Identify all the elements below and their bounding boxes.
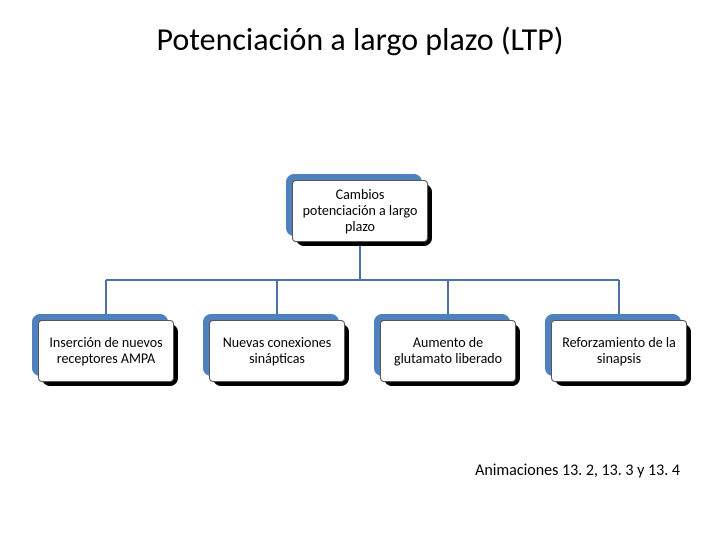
footer-note: Animaciones 13. 2, 13. 3 y 13. 4: [475, 461, 680, 480]
node-label: Nuevas conexiones sinápticas: [209, 320, 345, 382]
child-node-1: Nuevas conexiones sinápticas: [209, 320, 345, 382]
child-node-0: Inserción de nuevos receptores AMPA: [38, 320, 174, 382]
node-label: Inserción de nuevos receptores AMPA: [38, 320, 174, 382]
tree-connectors: [0, 0, 720, 540]
node-label: Reforzamiento de la sinapsis: [551, 320, 687, 382]
root-node: Cambios potenciación a largo plazo: [292, 180, 428, 242]
child-node-2: Aumento de glutamato liberado: [380, 320, 516, 382]
node-label: Cambios potenciación a largo plazo: [292, 180, 428, 242]
node-label: Aumento de glutamato liberado: [380, 320, 516, 382]
child-node-3: Reforzamiento de la sinapsis: [551, 320, 687, 382]
slide: Potenciación a largo plazo (LTP) Cambios…: [0, 0, 720, 540]
